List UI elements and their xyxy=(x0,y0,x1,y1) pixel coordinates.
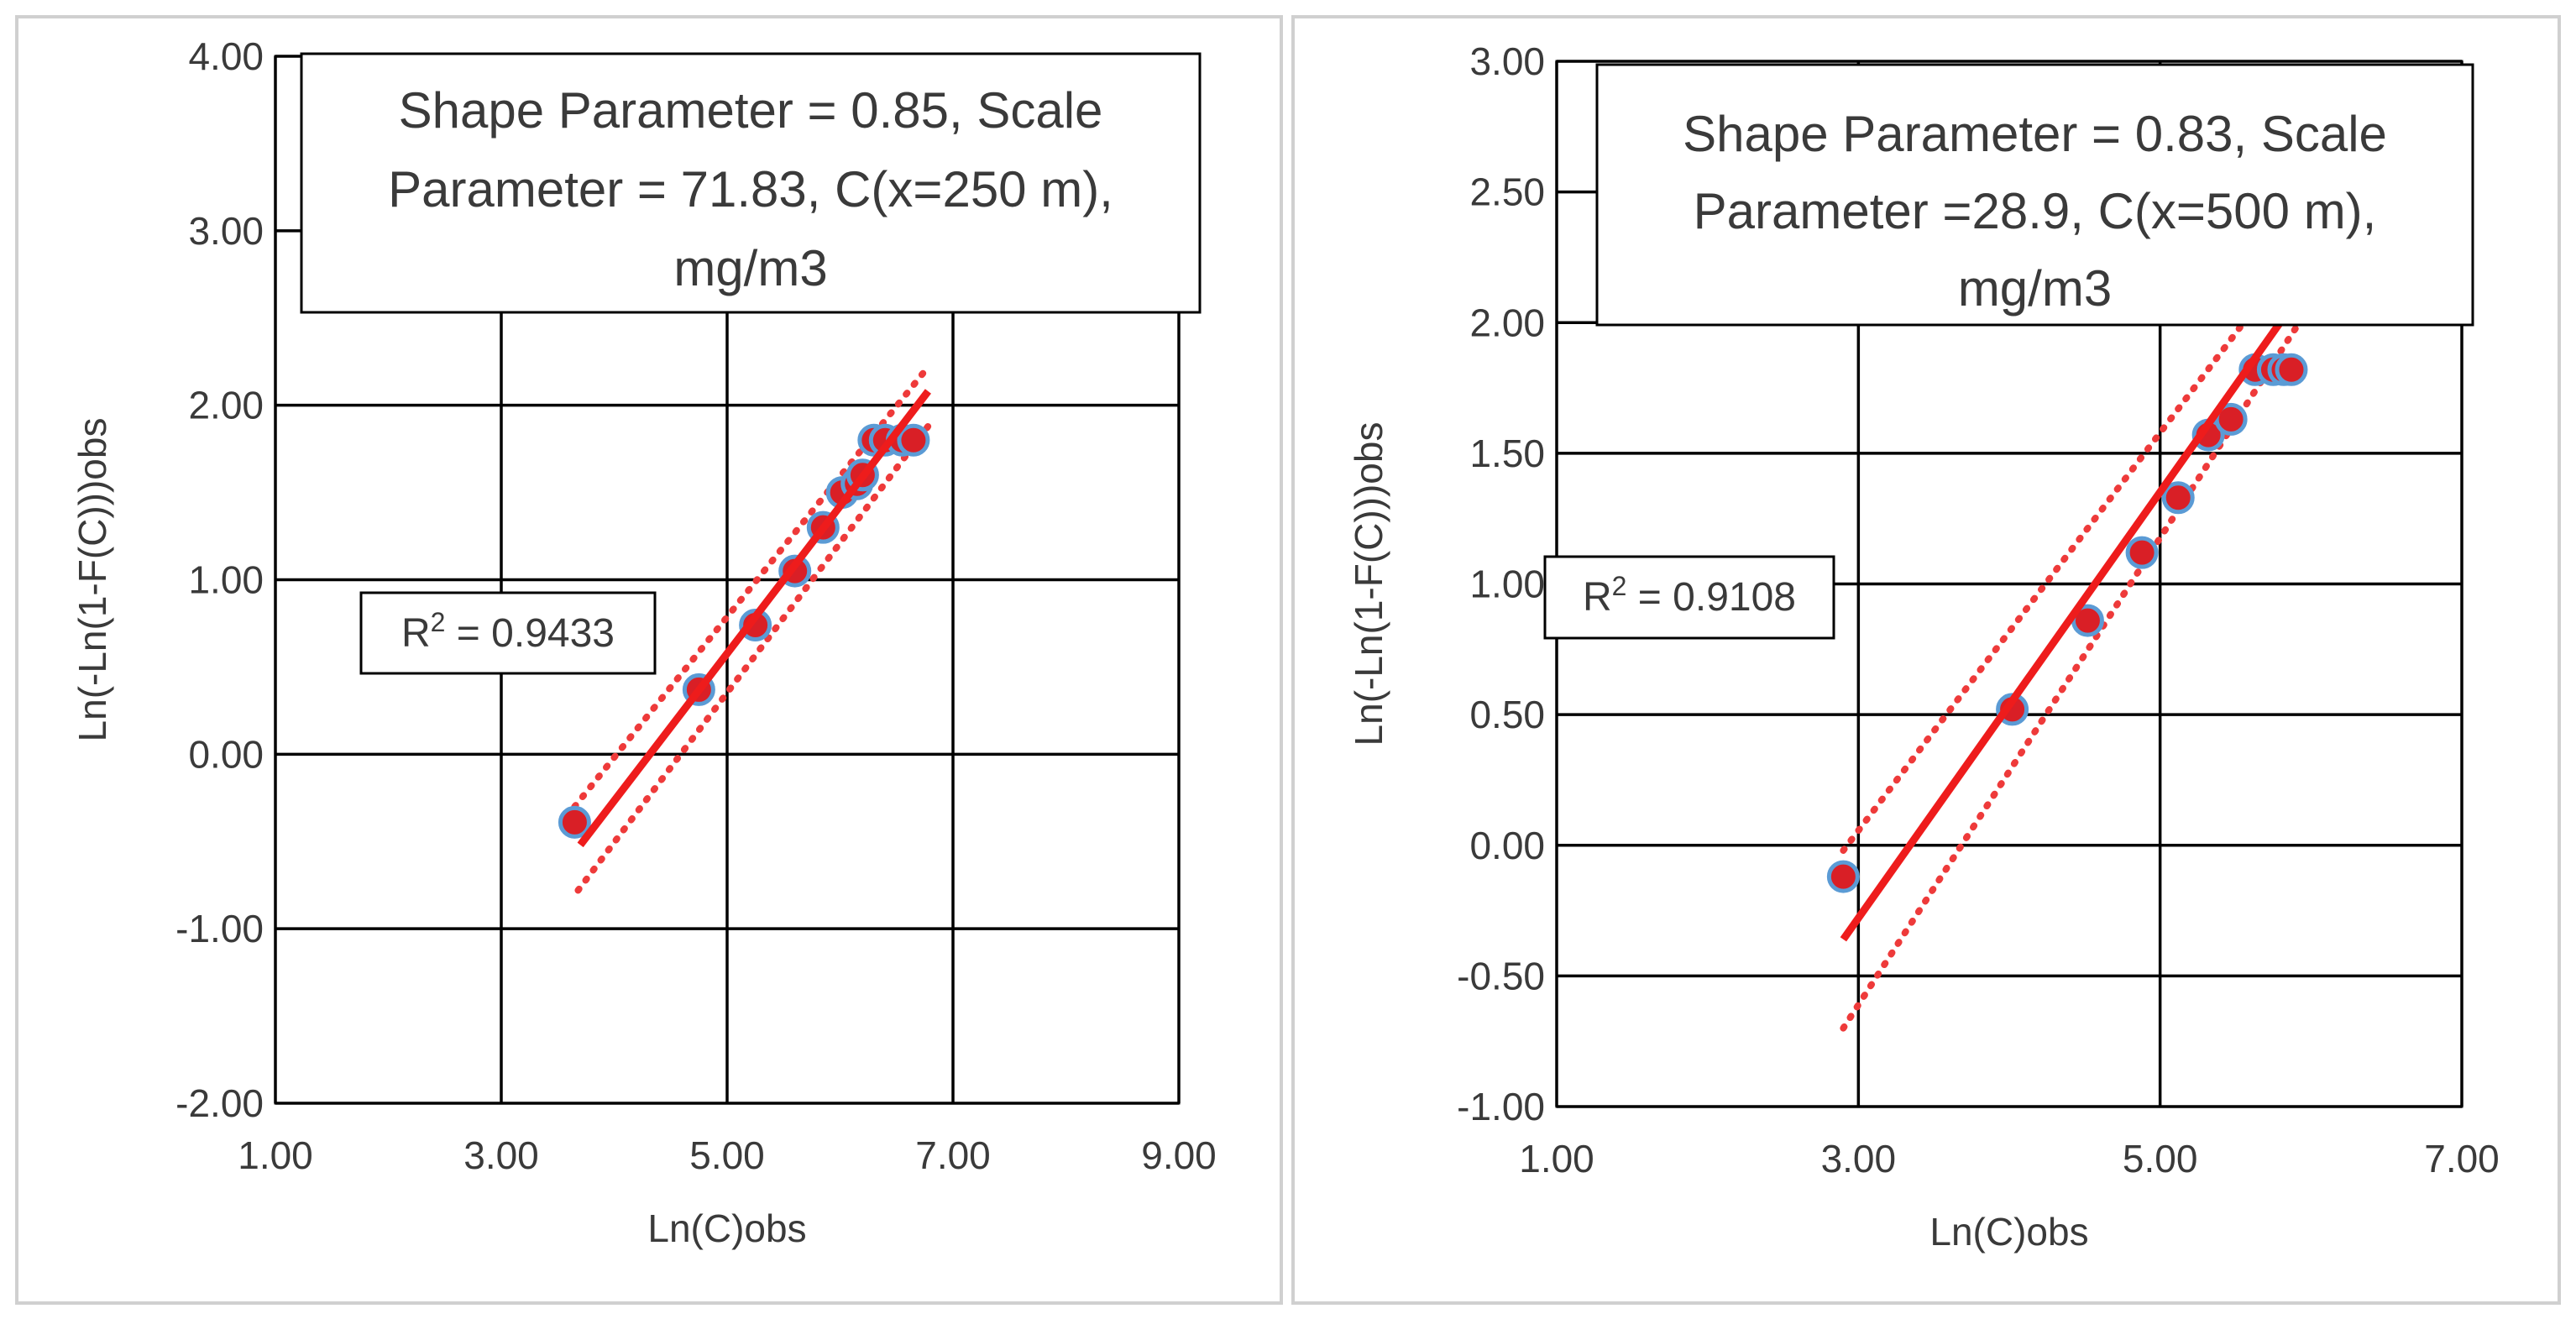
weibull-chart-500m: -1.00 -0.50 0.00 0.50 1.00 1.50 2.00 2.50 3.00 1.… xyxy=(1347,39,2500,1254)
lower-confidence-line xyxy=(574,422,932,894)
data-point xyxy=(2214,402,2248,436)
series-group xyxy=(558,363,932,894)
chart-panel-right: -1.00 -0.50 0.00 0.50 1.00 1.50 2.00 2.50 3.00 1.… xyxy=(1291,15,2561,1305)
y-tick-label: 1.50 xyxy=(1469,432,1545,475)
parameter-annotation-line: mg/m3 xyxy=(673,240,827,296)
x-tick-label: 9.00 xyxy=(1141,1133,1217,1177)
y-tick-label: -2.00 xyxy=(175,1081,264,1125)
x-tick-label: 1.00 xyxy=(1519,1137,1594,1180)
y-tick-label: 1.00 xyxy=(188,558,264,602)
y-axis-title: Ln(-Ln(1-F(C)))obs xyxy=(1347,422,1390,746)
y-tick-label: 3.00 xyxy=(1469,39,1545,83)
data-point xyxy=(2275,353,2308,386)
r-squared-superscript: 2 xyxy=(431,607,446,637)
parameter-annotation-box xyxy=(300,52,1202,314)
chart-panel-left: -2.00 -1.00 0.00 1.00 2.00 3.00 4.00 1.00 3.00 5.… xyxy=(15,15,1283,1305)
y-tick-label: 0.00 xyxy=(188,732,264,776)
x-axis-title: Ln(C)obs xyxy=(647,1206,806,1250)
r-squared-value: = 0.9433 xyxy=(445,611,615,656)
y-tick-label: 4.00 xyxy=(188,34,264,78)
r-squared-box xyxy=(1543,555,1835,640)
parameter-annotation-box xyxy=(1595,63,2474,327)
r-squared-prefix: R xyxy=(401,611,431,656)
x-tick-label: 3.00 xyxy=(463,1133,539,1177)
parameter-annotation-line: Parameter =28.9, C(x=500 m), xyxy=(1694,183,2377,239)
parameter-annotation-line: Shape Parameter = 0.85, Scale xyxy=(399,82,1103,139)
data-point xyxy=(2161,481,2195,515)
y-axis-title: Ln(-Ln(1-F(C)))obs xyxy=(71,418,114,742)
series-group xyxy=(1826,314,2308,1032)
y-tick-label: 0.50 xyxy=(1469,693,1545,736)
x-tick-label: 7.00 xyxy=(2424,1137,2500,1180)
x-tick-label: 5.00 xyxy=(2123,1137,2198,1180)
x-tick-label: 1.00 xyxy=(238,1133,313,1177)
x-tick-label: 3.00 xyxy=(1821,1137,1897,1180)
r-squared-superscript: 2 xyxy=(1612,571,1627,601)
x-axis-title: Ln(C)obs xyxy=(1929,1210,2088,1254)
r-squared-value: = 0.9108 xyxy=(1626,575,1796,620)
data-point xyxy=(897,423,930,457)
parameter-annotation-line: Parameter = 71.83, C(x=250 m), xyxy=(388,161,1113,217)
trend-line xyxy=(577,389,931,848)
upper-confidence-line xyxy=(1840,314,2251,854)
r-squared-label: R2 = 0.9433 xyxy=(401,607,615,656)
r-squared-prefix: R xyxy=(1583,575,1612,620)
trend-line xyxy=(1840,315,2287,942)
y-tick-label: 2.50 xyxy=(1469,170,1545,214)
weibull-chart-250m: -2.00 -1.00 0.00 1.00 2.00 3.00 4.00 1.00 3.00 5.… xyxy=(71,34,1217,1250)
y-tick-label: 3.00 xyxy=(188,209,264,253)
data-point xyxy=(558,805,591,839)
data-point xyxy=(2125,536,2159,569)
y-tick-label: -1.00 xyxy=(175,907,264,950)
y-tick-label: -0.50 xyxy=(1457,954,1545,997)
r-squared-label: R2 = 0.9108 xyxy=(1583,571,1796,620)
parameter-annotation-line: Shape Parameter = 0.83, Scale xyxy=(1683,106,2387,162)
data-point xyxy=(1826,860,1860,893)
y-tick-label: 2.00 xyxy=(1469,301,1545,344)
y-tick-label: 2.00 xyxy=(188,384,264,427)
x-tick-label: 7.00 xyxy=(915,1133,991,1177)
r-squared-box xyxy=(359,591,657,675)
x-tick-label: 5.00 xyxy=(689,1133,765,1177)
y-tick-label: -1.00 xyxy=(1457,1085,1545,1128)
y-tick-label: 0.00 xyxy=(1469,824,1545,867)
y-tick-label: 1.00 xyxy=(1469,563,1545,606)
parameter-annotation-line: mg/m3 xyxy=(1958,260,2112,317)
